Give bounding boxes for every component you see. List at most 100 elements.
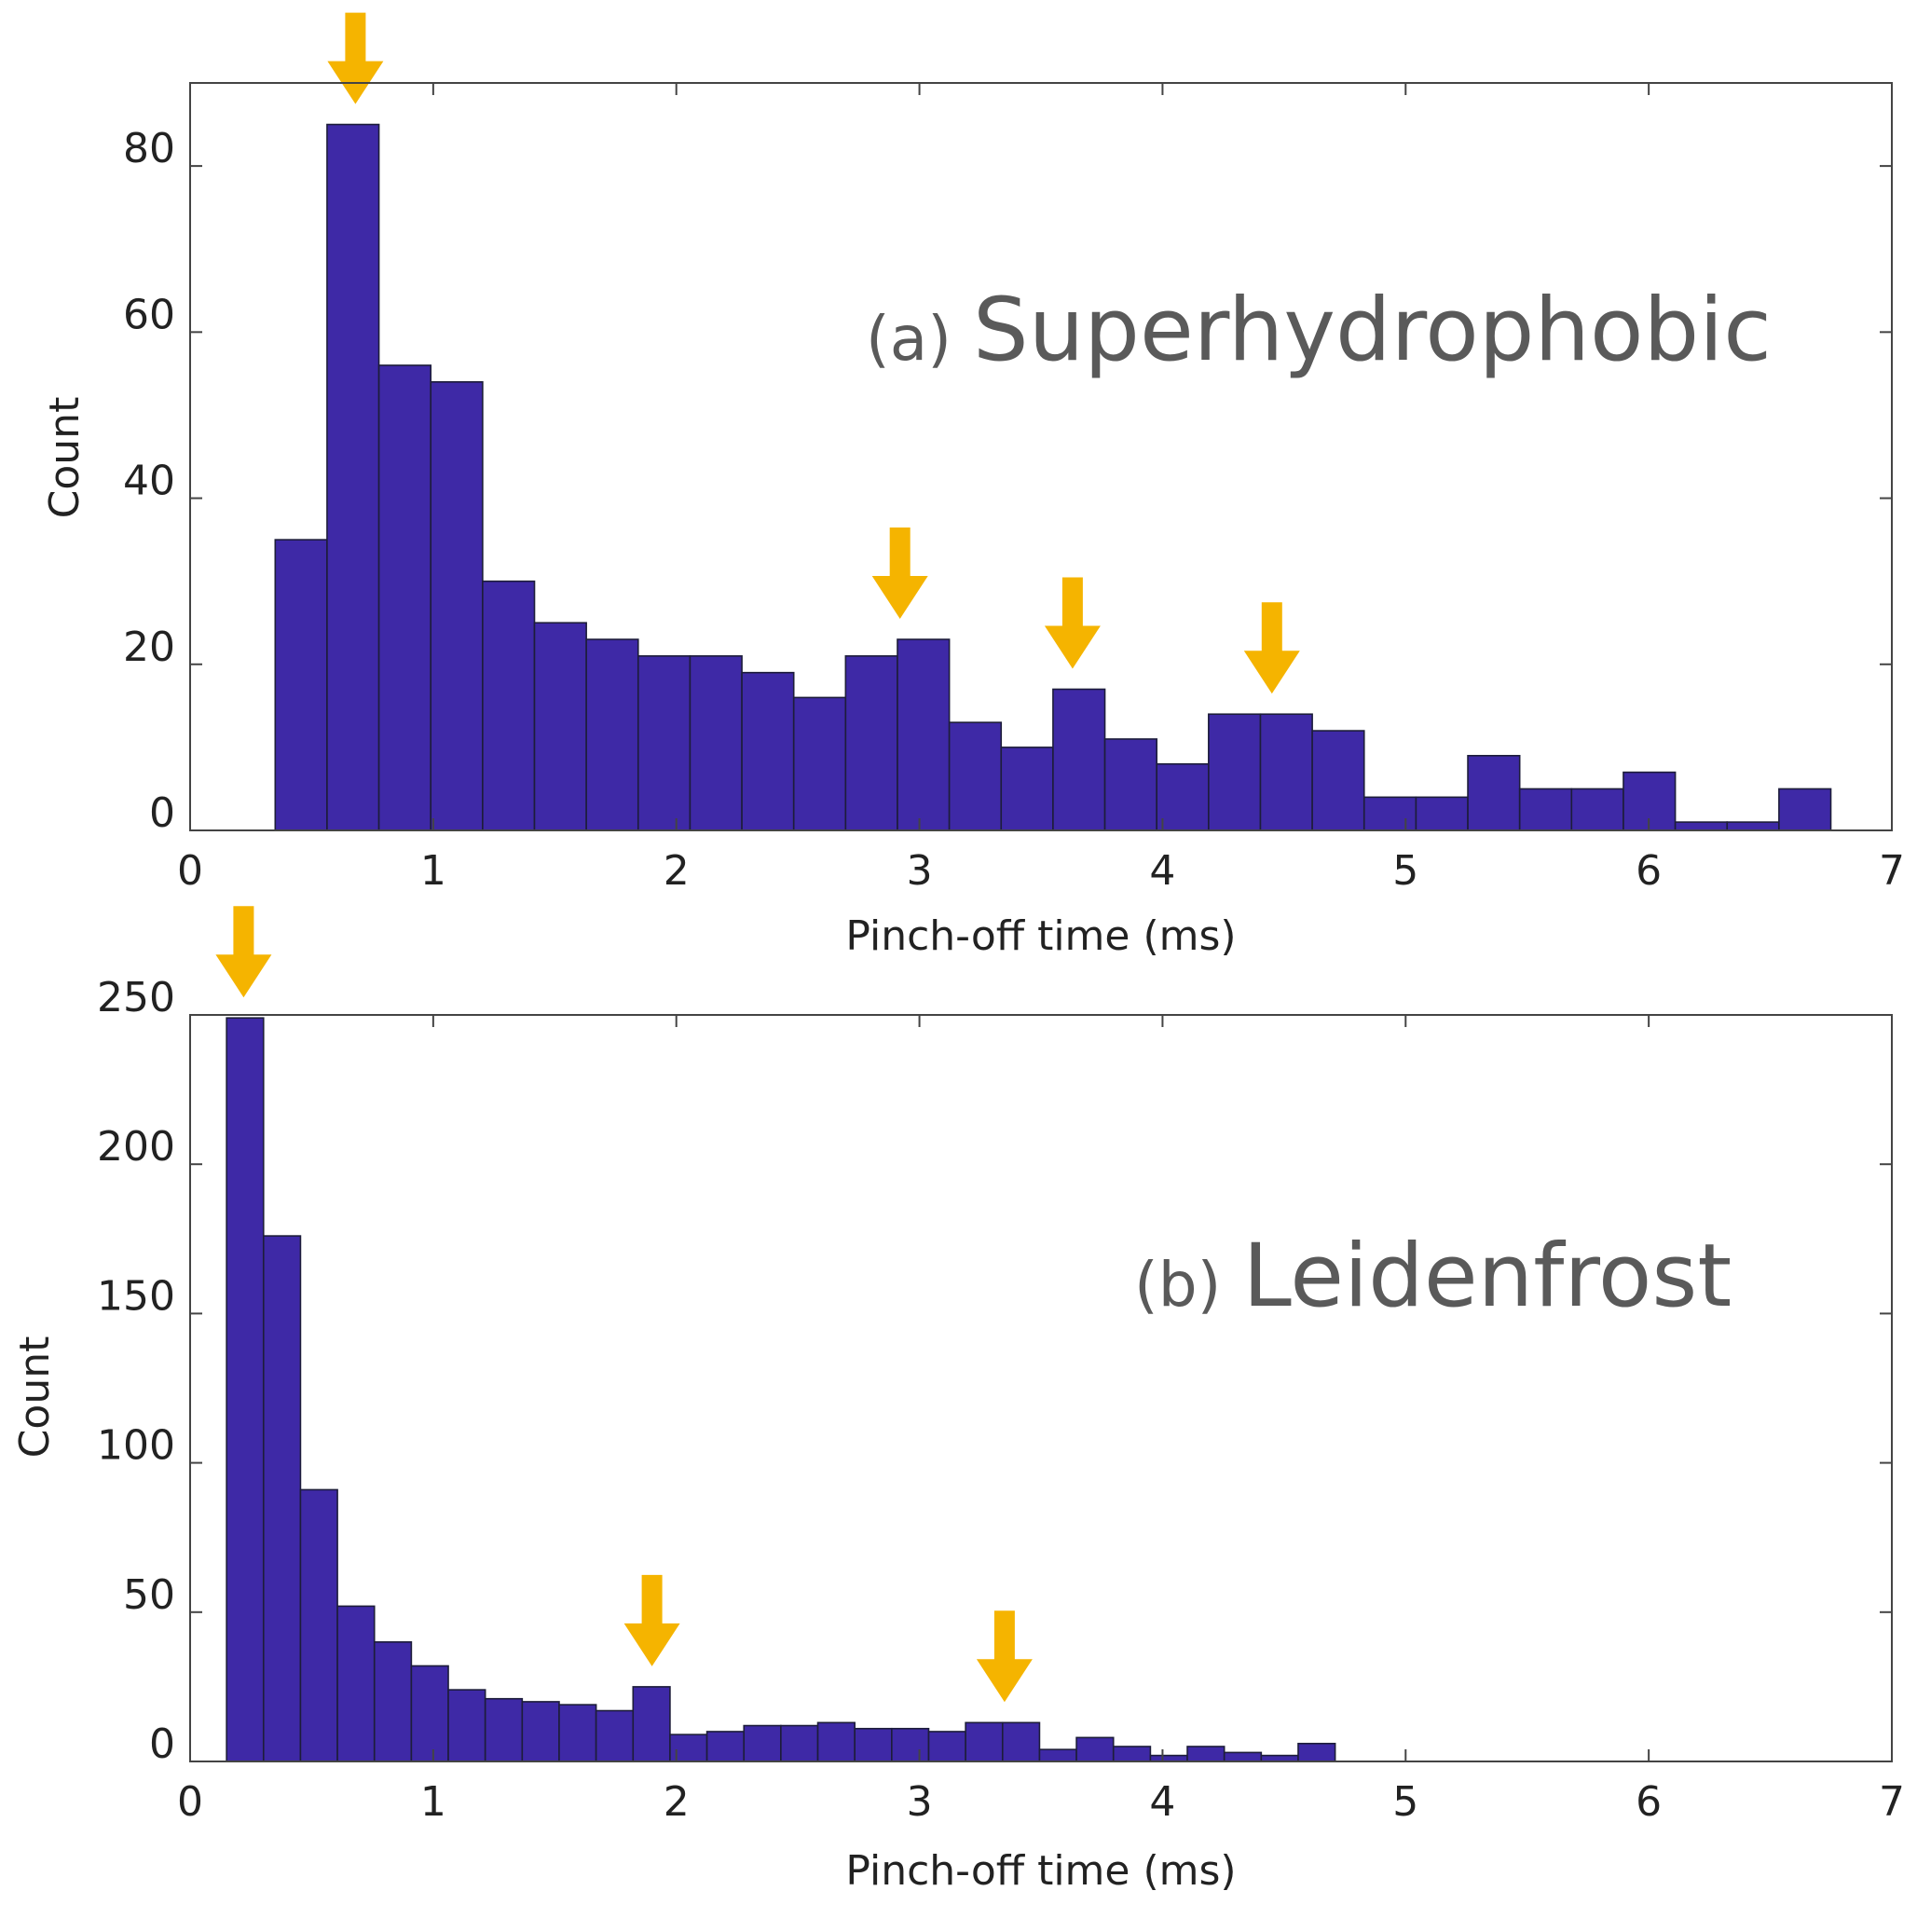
histogram-bar <box>891 1727 930 1762</box>
histogram-panel-leidenfrost: 0 1 2 3 4 5 6 7 0 50 100 150 200 250 Pinch-off time (… <box>11 906 1905 1895</box>
peak-arrow <box>215 906 272 998</box>
histogram-bar <box>844 655 898 831</box>
histogram-bar <box>447 1689 486 1762</box>
y-tick-label: 150 <box>97 1272 175 1320</box>
histogram-bar <box>741 671 795 831</box>
histogram-bar <box>1208 713 1262 831</box>
histogram-bar <box>1415 796 1469 831</box>
bar-group <box>274 123 1832 831</box>
histogram-bar <box>637 655 691 831</box>
histogram-bar <box>1112 1746 1152 1762</box>
histogram-bar <box>792 696 847 831</box>
x-tick-label: 4 <box>1149 1778 1175 1826</box>
panel-title-main: Superhydrophobic <box>973 280 1772 381</box>
histogram-bar <box>299 1488 338 1762</box>
histogram-bar <box>373 1641 413 1762</box>
y-tick-label: 40 <box>123 458 175 505</box>
peak-arrow <box>623 1574 680 1666</box>
histogram-bar <box>780 1724 819 1762</box>
histogram-bar <box>484 1697 524 1762</box>
histogram-bar <box>377 364 432 831</box>
y-tick-label: 80 <box>123 125 175 172</box>
histogram-bar <box>1518 788 1573 831</box>
x-tick-label: 7 <box>1879 847 1905 895</box>
y-tick-label: 100 <box>97 1422 175 1470</box>
histogram-bar <box>1467 754 1521 831</box>
histogram-bar <box>1570 788 1624 831</box>
histogram-bar <box>430 380 484 831</box>
histogram-bar <box>585 638 639 831</box>
histogram-bar <box>262 1235 302 1762</box>
x-tick-label: 2 <box>664 1778 690 1826</box>
histogram-bar <box>632 1686 671 1762</box>
x-tick-label: 5 <box>1392 1778 1418 1826</box>
panel-title-tag: (b) <box>1134 1249 1221 1321</box>
histogram-bar <box>965 1721 1004 1762</box>
x-tick-label: 6 <box>1636 1778 1662 1826</box>
plot-area-border <box>189 82 1893 831</box>
x-tick-label: 3 <box>907 1778 933 1826</box>
arrow-markers <box>215 906 1033 1703</box>
x-tick-label: 3 <box>907 847 933 895</box>
panel-title: (b) Leidenfrost <box>1134 1226 1732 1327</box>
y-tick-label: 20 <box>123 623 175 671</box>
y-axis-label: Count <box>41 397 89 519</box>
histogram-bar <box>689 655 743 831</box>
y-tick-label: 200 <box>97 1123 175 1171</box>
plot-area-border <box>189 1014 1893 1762</box>
histogram-bar <box>558 1704 597 1762</box>
histogram-bar <box>410 1665 449 1762</box>
y-tick-label: 250 <box>97 974 175 1021</box>
arrow-markers <box>327 12 1300 694</box>
x-axis-label: Pinch-off time (ms) <box>845 912 1236 960</box>
x-tick-label: 5 <box>1392 847 1418 895</box>
y-axis-label: Count <box>11 1336 59 1459</box>
histogram-bar <box>533 622 587 831</box>
tick-labels: 0 1 2 3 4 5 6 7 0 50 100 150 200 250 <box>97 974 1905 1826</box>
histogram-bar <box>1362 796 1417 831</box>
peak-arrow <box>1044 577 1101 669</box>
x-tick-label: 2 <box>664 847 690 895</box>
peak-arrow <box>1243 602 1300 694</box>
axis-ticks <box>189 1014 1893 1762</box>
y-tick-label: 60 <box>123 291 175 338</box>
histogram-bar <box>1297 1742 1336 1762</box>
x-axis-label: Pinch-off time (ms) <box>845 1847 1236 1895</box>
peak-arrow <box>327 12 384 104</box>
histogram-bar <box>1156 762 1210 831</box>
x-tick-label: 7 <box>1879 1778 1905 1826</box>
histogram-bar <box>1052 688 1106 831</box>
x-tick-label: 6 <box>1636 847 1662 895</box>
histogram-bar <box>1674 821 1729 831</box>
histogram-bar <box>743 1724 782 1762</box>
histogram-bar <box>1311 730 1365 831</box>
histogram-bar <box>482 580 536 831</box>
histogram-bar <box>1778 788 1832 831</box>
axes-frame <box>189 1014 1893 1762</box>
y-tick-label: 0 <box>149 1720 175 1768</box>
x-tick-label: 0 <box>177 1778 203 1826</box>
histogram-bar <box>948 721 1003 831</box>
y-tick-label: 0 <box>149 789 175 837</box>
histogram-bar <box>326 123 380 831</box>
histogram-bar <box>1038 1748 1077 1762</box>
x-tick-label: 4 <box>1149 847 1175 895</box>
histogram-bar <box>1186 1746 1226 1762</box>
panel-title-tag: (a) <box>866 303 952 375</box>
histogram-bar <box>854 1727 893 1762</box>
histogram-bar <box>1223 1751 1263 1762</box>
peak-arrow <box>871 528 928 619</box>
histogram-bar <box>336 1605 376 1762</box>
panel-title: (a) Superhydrophobic <box>866 280 1772 381</box>
axis-ticks <box>189 83 1893 831</box>
histogram-bar <box>1075 1736 1115 1762</box>
histogram-bar <box>521 1701 560 1762</box>
histogram-bar <box>1726 821 1780 831</box>
histogram-bar <box>274 539 328 831</box>
x-tick-label: 1 <box>420 847 446 895</box>
histogram-bar <box>1259 713 1313 831</box>
y-tick-label: 50 <box>123 1571 175 1619</box>
histogram-bar <box>927 1731 966 1762</box>
x-tick-label: 1 <box>420 1778 446 1826</box>
